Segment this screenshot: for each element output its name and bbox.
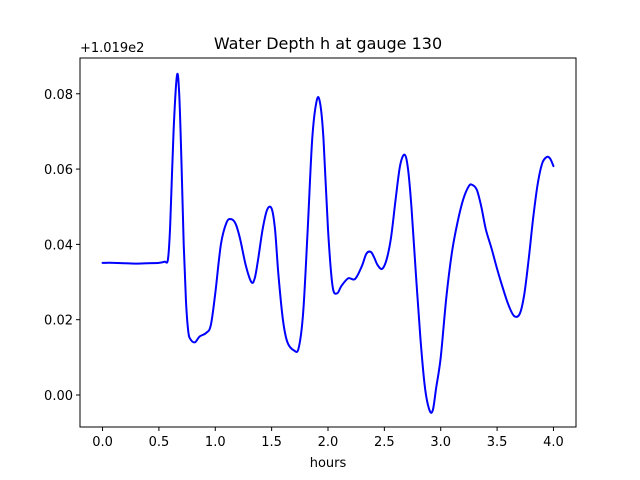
y-tick-label: 0.06 bbox=[44, 163, 73, 178]
y-offset-text: +1.019e2 bbox=[80, 41, 144, 56]
y-tick-label: 0.00 bbox=[44, 389, 73, 404]
chart-title: Water Depth h at gauge 130 bbox=[214, 34, 442, 53]
y-tick-label: 0.02 bbox=[44, 314, 73, 329]
y-tick-label: 0.04 bbox=[44, 238, 73, 253]
x-tick-label: 4.0 bbox=[543, 435, 564, 450]
x-axis: 0.0 0.5 1.0 1.5 2.0 2.5 3.0 3.5 4.0 bbox=[92, 427, 564, 450]
series-line-0 bbox=[101, 72, 555, 414]
series-layer bbox=[101, 72, 555, 414]
x-tick-label: 3.0 bbox=[430, 435, 451, 450]
y-tick-label: 0.08 bbox=[44, 88, 73, 103]
x-tick-label: 1.5 bbox=[261, 435, 282, 450]
x-tick-label: 2.0 bbox=[318, 435, 339, 450]
x-tick-label: 2.5 bbox=[374, 435, 395, 450]
x-tick-label: 1.0 bbox=[205, 435, 226, 450]
x-tick-label: 0.0 bbox=[92, 435, 113, 450]
x-axis-label: hours bbox=[310, 456, 347, 471]
x-tick-label: 0.5 bbox=[149, 435, 170, 450]
x-tick-label: 3.5 bbox=[487, 435, 508, 450]
y-axis: 0.00 0.02 0.04 0.06 0.08 bbox=[44, 88, 80, 404]
